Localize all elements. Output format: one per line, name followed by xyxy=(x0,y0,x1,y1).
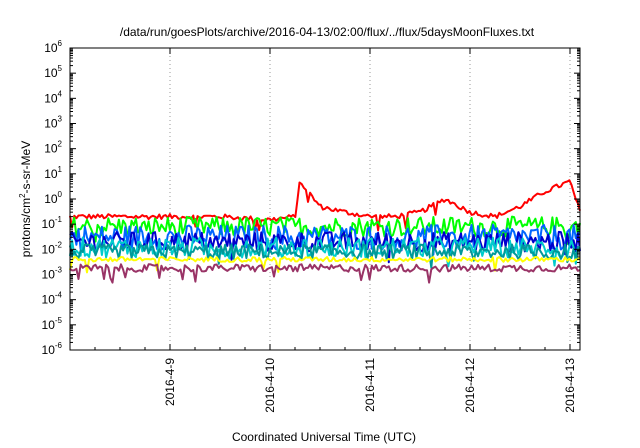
series-group xyxy=(69,179,581,284)
y-tick-label: 103 xyxy=(44,115,62,131)
x-tick-label: 2016-4-11 xyxy=(363,358,377,412)
y-axis-label: protons/cm2-s-sr-MeV xyxy=(18,141,33,257)
y-tick-label: 10-6 xyxy=(42,341,63,357)
y-tick-base: 10 xyxy=(42,343,56,357)
y-axis-label-main: protons/cm xyxy=(19,198,33,257)
y-tick-label: 101 xyxy=(44,165,62,181)
series-line xyxy=(69,243,581,269)
y-tick-label: 105 xyxy=(44,64,62,80)
y-tick-exponent: -6 xyxy=(55,341,63,350)
x-axis-ticks: 2016-4-9 2016-4-10 2016-4-11 2016-4-12 2016-… xyxy=(94,48,577,413)
y-tick-base: 10 xyxy=(44,66,58,80)
series-line xyxy=(69,223,581,256)
y-tick-exponent: 5 xyxy=(58,64,63,73)
y-tick-exponent: -1 xyxy=(55,215,63,224)
y-tick-exponent: -2 xyxy=(55,240,63,249)
y-tick-label: 106 xyxy=(44,39,62,55)
y-tick-exponent: -4 xyxy=(55,291,63,300)
y-tick-base: 10 xyxy=(44,41,58,55)
y-tick-base: 10 xyxy=(42,318,56,332)
y-tick-exponent: 0 xyxy=(58,190,63,199)
y-tick-label: 10-2 xyxy=(42,240,63,256)
series-line xyxy=(69,263,581,284)
y-tick-label: 102 xyxy=(44,140,62,156)
y-tick-base: 10 xyxy=(44,142,58,156)
y-tick-base: 10 xyxy=(42,293,56,307)
series-line xyxy=(69,179,581,232)
y-axis-label-sup: 2 xyxy=(18,193,27,198)
y-tick-exponent: 3 xyxy=(58,115,63,124)
x-tick-label: 2016-4-13 xyxy=(563,358,577,413)
y-tick-exponent: 1 xyxy=(58,165,63,174)
y-tick-base: 10 xyxy=(42,268,56,282)
y-axis-label-rest: -s-sr-MeV xyxy=(19,141,33,194)
y-tick-label: 10-1 xyxy=(42,215,63,231)
y-tick-base: 10 xyxy=(44,91,58,105)
y-tick-base: 10 xyxy=(42,217,56,231)
y-tick-label: 10-3 xyxy=(42,266,63,282)
y-axis-ticks: 10-610-510-410-310-210-11001011021031041… xyxy=(42,39,580,357)
y-tick-base: 10 xyxy=(44,167,58,181)
x-tick-label: 2016-4-10 xyxy=(263,358,277,413)
grid xyxy=(169,48,571,350)
y-tick-exponent: 4 xyxy=(58,89,63,98)
y-tick-base: 10 xyxy=(44,117,58,131)
x-axis-label: Coordinated Universal Time (UTC) xyxy=(232,430,416,444)
y-tick-exponent: -3 xyxy=(55,266,63,275)
y-tick-exponent: 6 xyxy=(58,39,63,48)
plot-frame xyxy=(69,47,581,351)
y-tick-label: 10-5 xyxy=(42,316,63,332)
y-tick-label: 10-4 xyxy=(42,291,63,307)
series-line xyxy=(69,215,581,245)
y-tick-base: 10 xyxy=(42,242,56,256)
y-tick-exponent: 2 xyxy=(58,140,63,149)
x-tick-label: 2016-4-12 xyxy=(463,358,477,413)
chart-title: /data/run/goesPlots/archive/2016-04-13/0… xyxy=(120,25,535,39)
y-tick-base: 10 xyxy=(44,192,58,206)
y-tick-label: 104 xyxy=(44,89,62,105)
x-tick-label: 2016-4-9 xyxy=(163,358,177,406)
y-tick-label: 100 xyxy=(44,190,62,206)
y-tick-exponent: -5 xyxy=(55,316,63,325)
